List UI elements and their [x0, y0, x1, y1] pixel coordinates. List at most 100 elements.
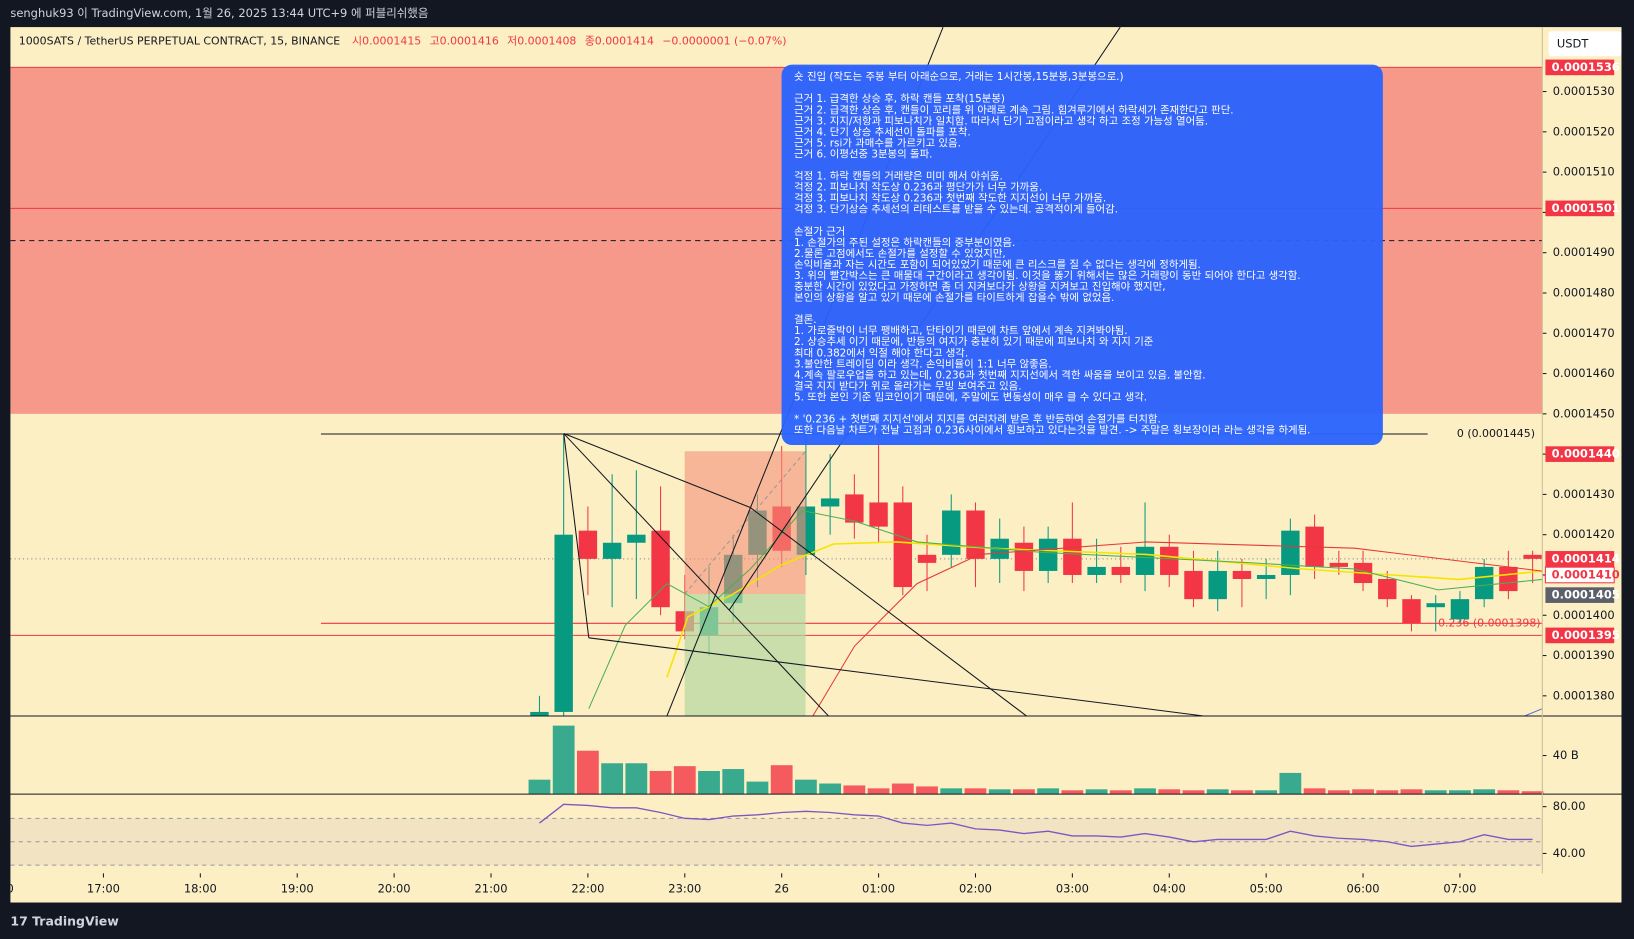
price-label: 0.0001440: [1552, 447, 1620, 461]
note-line: 또한 다음날 차트가 전날 고점과 0.236사이에서 횡보하고 있다는것을 발…: [794, 424, 1310, 437]
moving-average: [666, 541, 1543, 678]
x-tick-label: 23:00: [668, 881, 701, 895]
y-tick-label: 0.0001530: [1553, 84, 1615, 98]
candle-body: [554, 534, 573, 712]
candle-body: [1329, 562, 1349, 567]
volume-bar: [746, 781, 769, 795]
price-label: 0.0001410: [1552, 567, 1620, 581]
price-label: 0.0001501: [1552, 201, 1620, 215]
y-tick-label: 0.0001520: [1553, 124, 1615, 138]
note-line: 손익비율과 자는 시간도 포함이 되어있었기 때문에 큰 리스크를 질 수 없다…: [794, 258, 1201, 271]
ohlc-value: 종0.0001414: [585, 35, 654, 48]
candle-body: [917, 554, 937, 563]
ohlc-value: 저0.0001408: [507, 35, 576, 48]
volume-bar: [843, 785, 866, 795]
candle-body: [893, 502, 913, 588]
volume-bar: [1473, 789, 1496, 795]
note-line: 걱정 3. 피보나치 작도상 0.236과 첫번째 작도한 지지선이 너무 가까…: [794, 193, 1106, 205]
currency: USDT: [1557, 36, 1589, 50]
rsi-tick-label: 80.00: [1553, 799, 1586, 813]
candle-body: [869, 502, 888, 527]
note-line: 4.계속 팔로우업을 하고 있는데, 0.236과 첫번째 지지선에서 격한 싸…: [794, 368, 1206, 381]
trend-line: [749, 507, 1027, 716]
volume-bar: [1424, 790, 1447, 795]
x-tick-label: 17:00: [87, 881, 120, 895]
ohlc-value: 시0.0001415: [352, 35, 421, 48]
overlay: 0.0001380 0.0001390 0.0001400 0.0001410 0.00…: [0, 59, 1620, 895]
candle-body: [1402, 599, 1421, 624]
candle-body: [1063, 538, 1082, 575]
note-box: [781, 64, 1383, 446]
fib-label: 0 (0.0001445): [1457, 427, 1535, 440]
y-tick-label: 0.0001490: [1553, 245, 1615, 259]
price-label-box: [1545, 587, 1615, 603]
candle-body: [1499, 566, 1518, 592]
volume-bar: [1158, 789, 1181, 795]
volume-bar: [1037, 788, 1060, 795]
volume-tick-label: 40 B: [1553, 748, 1579, 762]
volume-bar: [867, 788, 890, 795]
candle-body: [1378, 579, 1397, 600]
candle-body: [1474, 566, 1494, 600]
candle-body: [1111, 566, 1131, 575]
currency-box[interactable]: [1548, 31, 1622, 57]
trend-line: [588, 637, 1204, 716]
y-tick-label: 0.0001510: [1553, 165, 1615, 179]
x-tick-label: 21:00: [475, 881, 508, 895]
x-tick-label: 03:00: [1056, 881, 1089, 895]
candle-body: [1523, 554, 1542, 559]
note-line: 걱정 1. 하락 캔들의 거래량은 미미 해서 아쉬움.: [794, 170, 1003, 183]
x-tick-label: 18:00: [184, 881, 217, 895]
candle-body: [602, 542, 622, 559]
note-line: 1. 가로줄박이 너무 팽배하고, 단타이기 때문에 차트 앞에서 계속 지켜봐…: [794, 324, 1128, 337]
volume-bar: [1231, 790, 1253, 795]
x-tick-label: 00: [0, 881, 14, 895]
volume-bar: [1206, 789, 1229, 795]
candle-body: [1450, 599, 1470, 620]
note-line: 걱정 3. 단기상승 추세선의 리테스트를 받을 수 있는데. 공격적이게 들어…: [794, 203, 1118, 216]
y-tick-label: 0.0001400: [1553, 608, 1615, 622]
note-line: 3.불안한 트레이딩 이라 생각. 손익비율이 1:1 너무 않좋음.: [794, 358, 1051, 370]
rsi-tick-label: 40.00: [1553, 846, 1586, 860]
x-tick-label: 19:00: [281, 881, 314, 895]
note-line: 2.물론 고점에서도 손절가를 설정할 수 있었지만,: [794, 247, 1006, 260]
y-tick-label: 0.0001390: [1553, 648, 1615, 662]
note-line: 결국 지지 받다가 위로 올라가는 무빙 보여주고 있음.: [794, 379, 1022, 392]
candle-body: [845, 494, 864, 523]
position-diagonal: [684, 450, 806, 595]
note-line: 3. 위의 빨간박스는 큰 매물대 구간이라고 생각이됨. 이것을 뚫기 위해서…: [794, 269, 1301, 282]
brand: 𝟭𝟳 TradingView: [10, 913, 119, 928]
y-tick-label: 0.0001470: [1553, 326, 1615, 340]
volume-bar: [552, 725, 575, 795]
volume-bar: [673, 766, 696, 795]
volume-bar: [1013, 789, 1035, 795]
note-line: 충분한 시간이 있었다고 가정하면 좀 더 지켜보다가 상황을 지켜보고 진입해…: [794, 280, 1165, 293]
candle-body: [820, 498, 840, 507]
volume-bar: [577, 750, 599, 795]
x-tick-label: 26: [774, 881, 789, 895]
note-line: 걱정 2. 피보나치 작도상 0.236과 평단가가 너무 가까움.: [794, 182, 1042, 194]
rsi-line: [539, 803, 1533, 848]
x-tick-label: 07:00: [1443, 881, 1476, 895]
y-tick-label: 0.0001450: [1553, 406, 1615, 420]
price-label: 0.0001414: [1552, 551, 1620, 565]
note-line: 근거 2. 급격한 상승 후, 캔들이 꼬리를 위 아래로 계속 그림. 힘겨루…: [794, 103, 1234, 116]
volume-bar: [1109, 790, 1132, 795]
x-tick-label: 04:00: [1153, 881, 1186, 895]
note-line: 최대 0.382에서 익절 해야 한다고 생각.: [794, 346, 968, 359]
moving-average: [812, 541, 1543, 716]
volume-bar: [964, 788, 987, 795]
candle-body: [1256, 574, 1276, 580]
note: 숏 진입 (작도는 주봉 부터 아래순으로, 거래는 1시간봉,15분봉,3분봉…: [781, 64, 1383, 446]
brand-name: TradingView: [32, 913, 119, 928]
volume-bar: [1279, 772, 1302, 795]
volume-bar: [698, 770, 720, 795]
candle-body: [1038, 538, 1058, 571]
y-tick-label: 0.0001380: [1553, 688, 1615, 702]
volume-bar: [1376, 790, 1399, 795]
candle-body: [1208, 570, 1227, 600]
price-label-box: [1545, 200, 1615, 217]
trend-line: [563, 433, 829, 716]
